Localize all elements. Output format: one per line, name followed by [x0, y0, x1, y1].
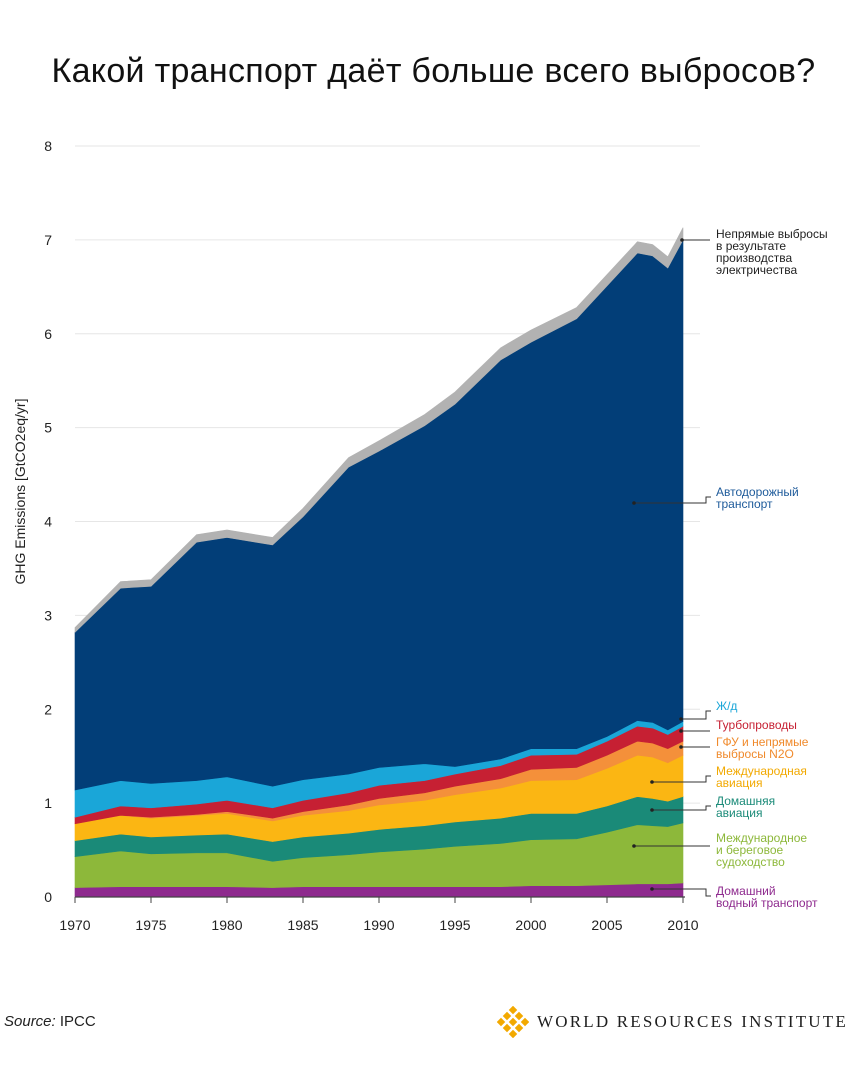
annotation-text: авиация	[716, 806, 763, 820]
x-tick-label: 2010	[667, 917, 698, 933]
source-label: Source:	[4, 1013, 56, 1030]
x-tick-label: 1990	[363, 917, 394, 933]
annotation-dot	[679, 729, 683, 733]
wri-logo: WORLD RESOURCES INSTITUTE	[497, 1005, 848, 1039]
annotation-leader-line	[652, 775, 711, 783]
annotation-4: Турбопроводы	[679, 718, 797, 733]
y-tick-label: 6	[44, 326, 52, 342]
annotation-dot	[650, 887, 654, 891]
x-tick-label: 2005	[591, 917, 622, 933]
x-tick-label: 1970	[59, 917, 90, 933]
source-note: Source: IPCC	[4, 1013, 96, 1030]
annotation-text: Автодорожный	[716, 485, 799, 499]
annotation-dot	[679, 717, 683, 721]
y-tick-label: 0	[44, 889, 52, 905]
x-tick-label: 2000	[515, 917, 546, 933]
annotation-text: ГФУ и непрямые	[716, 735, 809, 749]
annotation-dot	[680, 238, 684, 242]
annotation-dot	[632, 501, 636, 505]
y-tick-label: 7	[44, 232, 52, 248]
area-series-group	[74, 227, 684, 898]
annotation-text: в результате	[716, 239, 786, 253]
y-tick-label: 4	[44, 514, 52, 530]
annotation-text: выбросы N2O	[716, 747, 794, 761]
annotation-text: водный транспорт	[716, 896, 818, 910]
annotation-text: Ж/д	[716, 699, 737, 713]
annotation-leader-line	[652, 888, 711, 897]
annotation-text: Турбопроводы	[716, 718, 797, 732]
wri-logo-icon	[497, 1006, 529, 1038]
y-axis-label: GHG Emissions [GtCO2eq/yr]	[12, 399, 28, 585]
wri-logo-text: WORLD RESOURCES INSTITUTE	[537, 1012, 848, 1031]
area-series-8	[74, 239, 684, 791]
annotation-leader-line	[681, 710, 711, 720]
axes: 0 1 2 3 4 5 6 7 8 1970 1975 1980 1985 1990 1995 2000 200…	[12, 138, 699, 933]
x-tick-label: 1975	[135, 917, 166, 933]
annotation-leader-line	[634, 496, 711, 504]
annotation-dot	[650, 780, 654, 784]
x-tick-label: 1985	[287, 917, 318, 933]
annotation-text: судоходство	[716, 855, 785, 869]
annotation-text: электричества	[716, 263, 797, 277]
annotation-text: и береговое	[716, 843, 783, 857]
annotation-dot	[650, 808, 654, 812]
annotation-text: транспорт	[716, 497, 773, 511]
annotation-dot	[632, 844, 636, 848]
y-tick-label: 5	[44, 420, 52, 436]
chart-title: Какой транспорт даёт больше всего выброс…	[51, 52, 816, 90]
annotation-text: Домашняя	[716, 794, 775, 808]
y-tick-label: 3	[44, 607, 52, 623]
annotation-leader-line	[652, 805, 711, 811]
annotation-text: производства	[716, 251, 792, 265]
annotation-dot	[679, 745, 683, 749]
annotation-text: Непрямые выбросы	[716, 227, 828, 241]
annotation-3: Ж/д	[679, 699, 737, 721]
annotation-text: Домашний	[716, 884, 776, 898]
x-tick-label: 1995	[439, 917, 470, 933]
stacked-area-chart: 0 1 2 3 4 5 6 7 8 1970 1975 1980 1985 1990 1995 2000 200…	[12, 138, 828, 933]
source-value: IPCC	[59, 1013, 96, 1030]
annotation-text: Международная	[716, 764, 807, 778]
annotation-text: авиация	[716, 776, 763, 790]
y-tick-label: 1	[44, 795, 52, 811]
annotation-text: Международное	[716, 831, 807, 845]
y-tick-label: 2	[44, 701, 52, 717]
y-tick-label: 8	[44, 138, 52, 154]
x-tick-label: 1980	[211, 917, 242, 933]
